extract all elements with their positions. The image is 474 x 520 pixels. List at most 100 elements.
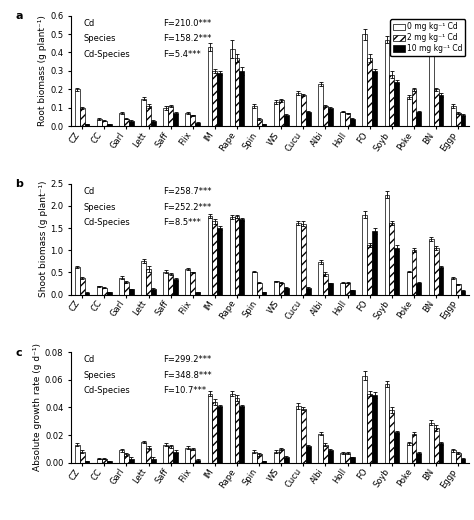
Bar [367,58,372,126]
Bar [191,115,195,126]
Bar [173,279,178,294]
Bar [411,250,416,294]
Text: F=299.2***: F=299.2*** [163,356,211,365]
Bar [301,95,306,126]
Bar [438,95,443,126]
Bar [208,47,212,126]
Legend: 0 mg kg⁻¹ Cd, 2 mg kg⁻¹ Cd, 10 mg kg⁻¹ Cd: 0 mg kg⁻¹ Cd, 2 mg kg⁻¹ Cd, 10 mg kg⁻¹ C… [390,19,465,56]
Bar [151,289,156,294]
Bar [411,89,416,126]
Bar [235,216,239,294]
Text: F=5.4***: F=5.4*** [163,50,201,59]
Bar [102,288,107,294]
Bar [301,409,306,463]
Bar [141,99,146,126]
Text: Species: Species [83,371,116,380]
Bar [257,282,262,294]
Bar [239,71,244,126]
Bar [80,452,84,463]
Bar [97,459,102,463]
Bar [363,375,367,463]
Bar [239,219,244,294]
Bar [119,113,124,126]
Bar [129,121,134,126]
Bar [239,406,244,463]
Bar [230,394,235,463]
Bar [323,106,328,126]
Bar [372,395,377,463]
Bar [340,282,345,294]
Bar [411,434,416,463]
Bar [185,448,191,463]
Bar [301,224,306,294]
Bar [456,113,461,126]
Bar [451,450,456,463]
Bar [212,402,217,463]
Bar [146,448,151,463]
Bar [257,119,262,126]
Bar [323,445,328,463]
Bar [306,111,310,126]
Bar [416,282,421,294]
Y-axis label: Root biomass (g plant⁻¹): Root biomass (g plant⁻¹) [38,16,47,126]
Bar [384,195,390,294]
Bar [119,278,124,294]
Bar [323,274,328,294]
Bar [164,108,168,126]
Bar [164,445,168,463]
Bar [372,231,377,294]
Bar [107,124,111,126]
Bar [173,113,178,126]
Bar [102,459,107,463]
Text: c: c [15,348,22,358]
Bar [384,40,390,126]
Bar [318,262,323,294]
Bar [97,119,102,126]
Text: F=8.5***: F=8.5*** [163,218,201,227]
Bar [235,58,239,126]
Bar [296,93,301,126]
Text: Cd-Species: Cd-Species [83,218,130,227]
Bar [185,269,191,294]
Bar [124,282,129,294]
Bar [384,384,390,463]
Text: F=348.8***: F=348.8*** [163,371,211,380]
Bar [345,453,350,463]
Bar [262,124,266,126]
Bar [195,292,200,294]
Bar [429,423,434,463]
Bar [367,394,372,463]
Bar [438,267,443,294]
Bar [217,406,222,463]
Bar [84,461,90,463]
Bar [195,460,200,463]
Bar [107,292,111,294]
Bar [363,34,367,126]
Bar [372,71,377,126]
Bar [257,454,262,463]
Bar [394,82,399,126]
Bar [394,248,399,294]
Bar [146,106,151,126]
Y-axis label: Shoot biomass (g plant⁻¹): Shoot biomass (g plant⁻¹) [38,181,47,297]
Bar [407,444,411,463]
Text: Cd: Cd [83,356,94,365]
Bar [350,119,355,126]
Bar [394,432,399,463]
Bar [416,111,421,126]
Bar [350,457,355,463]
Bar [451,106,456,126]
Bar [279,100,283,126]
Bar [340,111,345,126]
Bar [124,454,129,463]
Text: Species: Species [83,203,116,212]
Text: F=258.7***: F=258.7*** [163,187,211,196]
Bar [80,278,84,294]
Bar [318,434,323,463]
Bar [75,89,80,126]
Bar [151,121,156,126]
Bar [328,108,333,126]
Bar [164,271,168,294]
Bar [274,452,279,463]
Bar [461,115,465,126]
